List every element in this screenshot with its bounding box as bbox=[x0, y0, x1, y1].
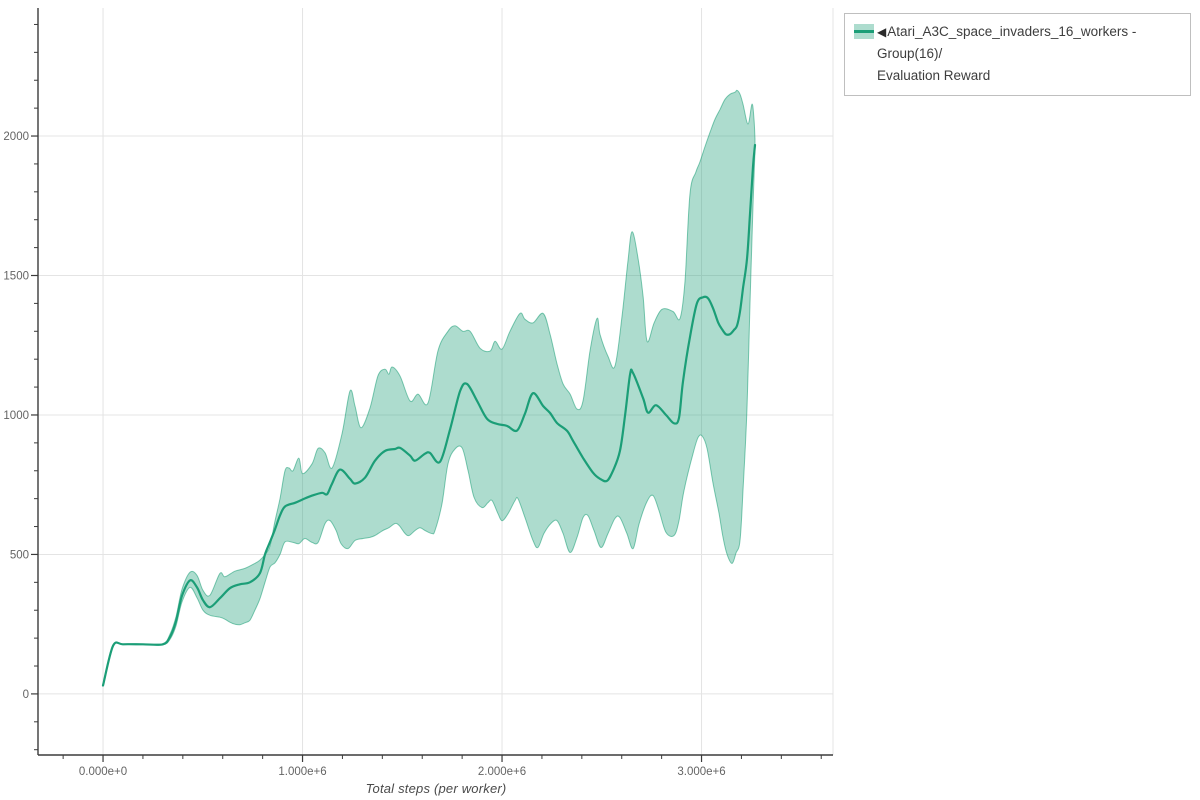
x-tick-label: 3.000e+6 bbox=[677, 766, 725, 778]
x-tick-label: 2.000e+6 bbox=[478, 766, 526, 778]
plot-area[interactable] bbox=[38, 8, 833, 755]
legend-label: ◀Atari_A3C_space_invaders_16_workers - G… bbox=[877, 21, 1182, 87]
y-tick-label: 500 bbox=[10, 549, 29, 561]
legend-label-line2: Evaluation Reward bbox=[877, 68, 991, 83]
y-tick-label: 2000 bbox=[3, 131, 29, 143]
x-tick-label: 0.000e+0 bbox=[79, 766, 127, 778]
x-tick-label: 1.000e+6 bbox=[278, 766, 326, 778]
x-axis-title: Total steps (per worker) bbox=[365, 781, 507, 796]
legend: ◀Atari_A3C_space_invaders_16_workers - G… bbox=[844, 13, 1191, 96]
y-tick-label: 1000 bbox=[3, 410, 29, 422]
y-tick-label: 0 bbox=[23, 689, 29, 701]
series-swatch-icon bbox=[854, 24, 874, 39]
mean-line bbox=[101, 143, 757, 687]
y-tick-label: 1500 bbox=[3, 271, 29, 283]
confidence-band bbox=[102, 89, 756, 686]
legend-item[interactable]: ◀Atari_A3C_space_invaders_16_workers - G… bbox=[854, 21, 1182, 87]
swatch-mean-line-icon bbox=[854, 30, 874, 33]
legend-label-line1: Atari_A3C_space_invaders_16_workers - Gr… bbox=[877, 24, 1137, 61]
collapse-arrow-icon: ◀ bbox=[877, 25, 887, 39]
